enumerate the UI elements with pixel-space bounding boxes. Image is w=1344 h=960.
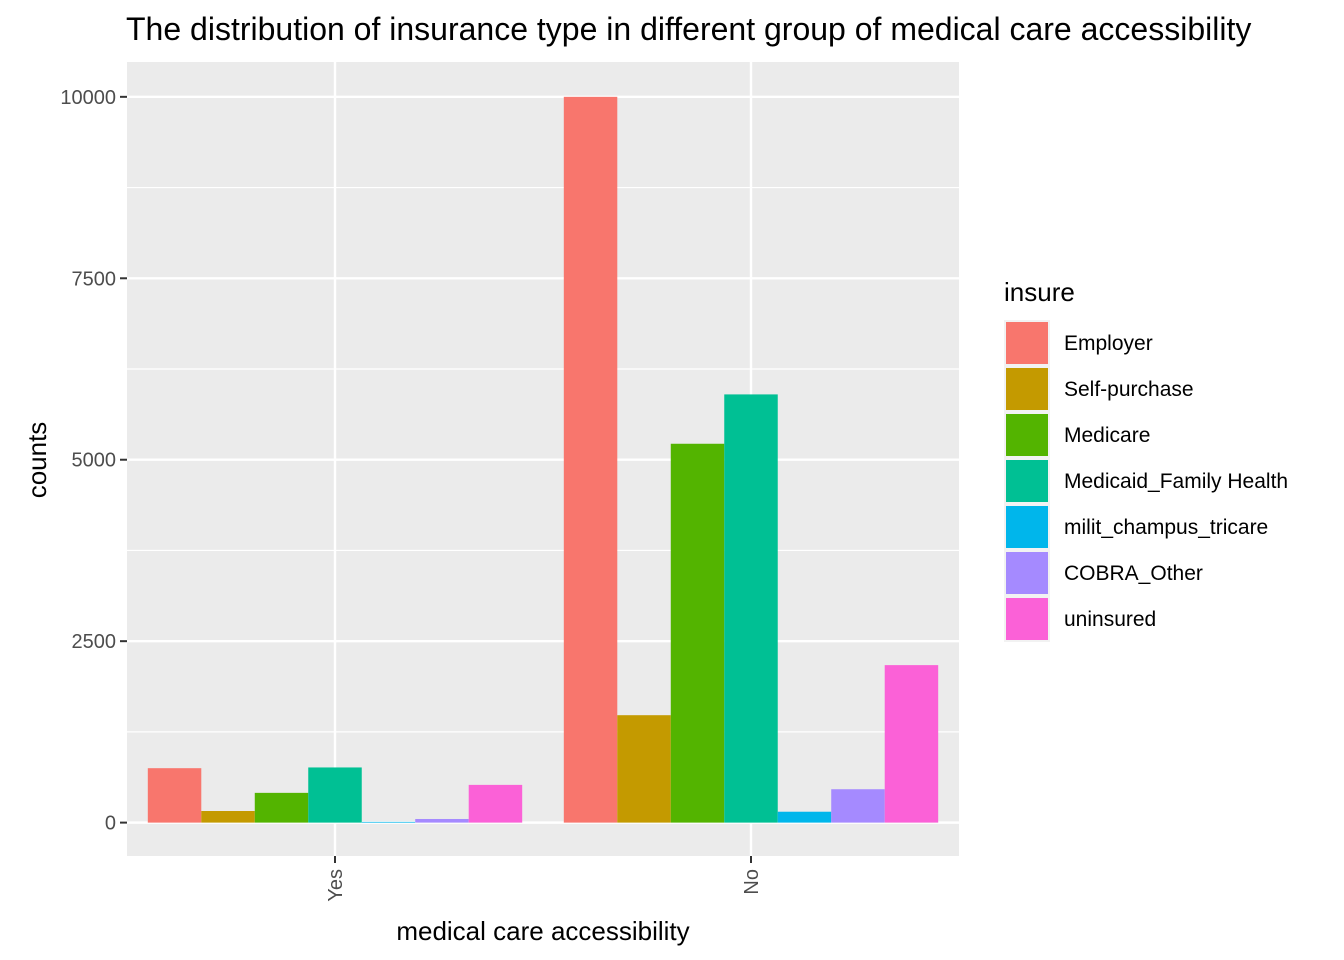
y-tick-label: 2500 (72, 631, 117, 653)
bar-medicare-yes (254, 792, 309, 823)
legend-label: uninsured (1064, 608, 1156, 631)
bar-cobra-other-no (831, 789, 885, 823)
legend-label: Self-purchase (1064, 378, 1194, 401)
y-tick-label: 7500 (72, 268, 117, 290)
y-tick-label: 0 (105, 813, 116, 835)
legend: insure Employer Self-purchase Medicare Medi… (1004, 277, 1288, 642)
x-tick-label: Yes (325, 869, 347, 902)
y-axis-title: counts (22, 422, 52, 499)
legend-swatch (1006, 460, 1048, 502)
legend-item: COBRA_Other (1004, 550, 1203, 596)
minor-gridlines (127, 186, 959, 733)
legend-item: Medicaid_Family Health (1004, 458, 1288, 504)
legend-swatch (1006, 552, 1048, 594)
legend-swatch (1006, 598, 1048, 640)
x-axis-title: medical care accessibility (396, 916, 689, 946)
bar-milit-champus-tricare-no (777, 811, 832, 823)
legend-item: Employer (1004, 320, 1153, 366)
legend-label: Employer (1064, 332, 1153, 355)
legend-item: Self-purchase (1004, 366, 1194, 412)
legend-title: insure (1004, 277, 1075, 307)
bar-milit-champus-tricare-yes (361, 821, 416, 823)
x-tick-label: No (741, 869, 763, 895)
y-tick-label: 5000 (72, 450, 117, 472)
legend-swatch (1006, 506, 1048, 548)
y-tick-label: 10000 (60, 87, 116, 109)
legend-swatch (1006, 368, 1048, 410)
bar-employer-no (563, 96, 618, 823)
y-axis: 0 2500 5000 7500 10000 (60, 87, 127, 835)
bar-uninsured-yes (468, 784, 523, 823)
bar-medicare-no (670, 443, 725, 823)
bar-employer-yes (147, 768, 202, 823)
legend-item: Medicare (1004, 412, 1150, 458)
bar-medicaid-family-health-yes (308, 767, 362, 823)
bars-layer (147, 96, 939, 823)
chart-title: The distribution of insurance type in di… (126, 11, 1251, 47)
legend-label: Medicaid_Family Health (1064, 470, 1288, 493)
bar-cobra-other-yes (415, 818, 469, 823)
bar-self-purchase-no (617, 715, 671, 823)
legend-item: milit_champus_tricare (1004, 504, 1268, 550)
legend-label: COBRA_Other (1064, 562, 1203, 585)
legend-item: uninsured (1004, 596, 1156, 642)
legend-label: milit_champus_tricare (1064, 516, 1268, 539)
bar-medicaid-family-health-no (724, 394, 778, 823)
bar-uninsured-no (884, 665, 939, 823)
x-axis: Yes No (325, 856, 763, 902)
bar-self-purchase-yes (201, 811, 255, 823)
legend-swatch (1006, 414, 1048, 456)
legend-label: Medicare (1064, 424, 1150, 447)
legend-swatch (1006, 322, 1048, 364)
